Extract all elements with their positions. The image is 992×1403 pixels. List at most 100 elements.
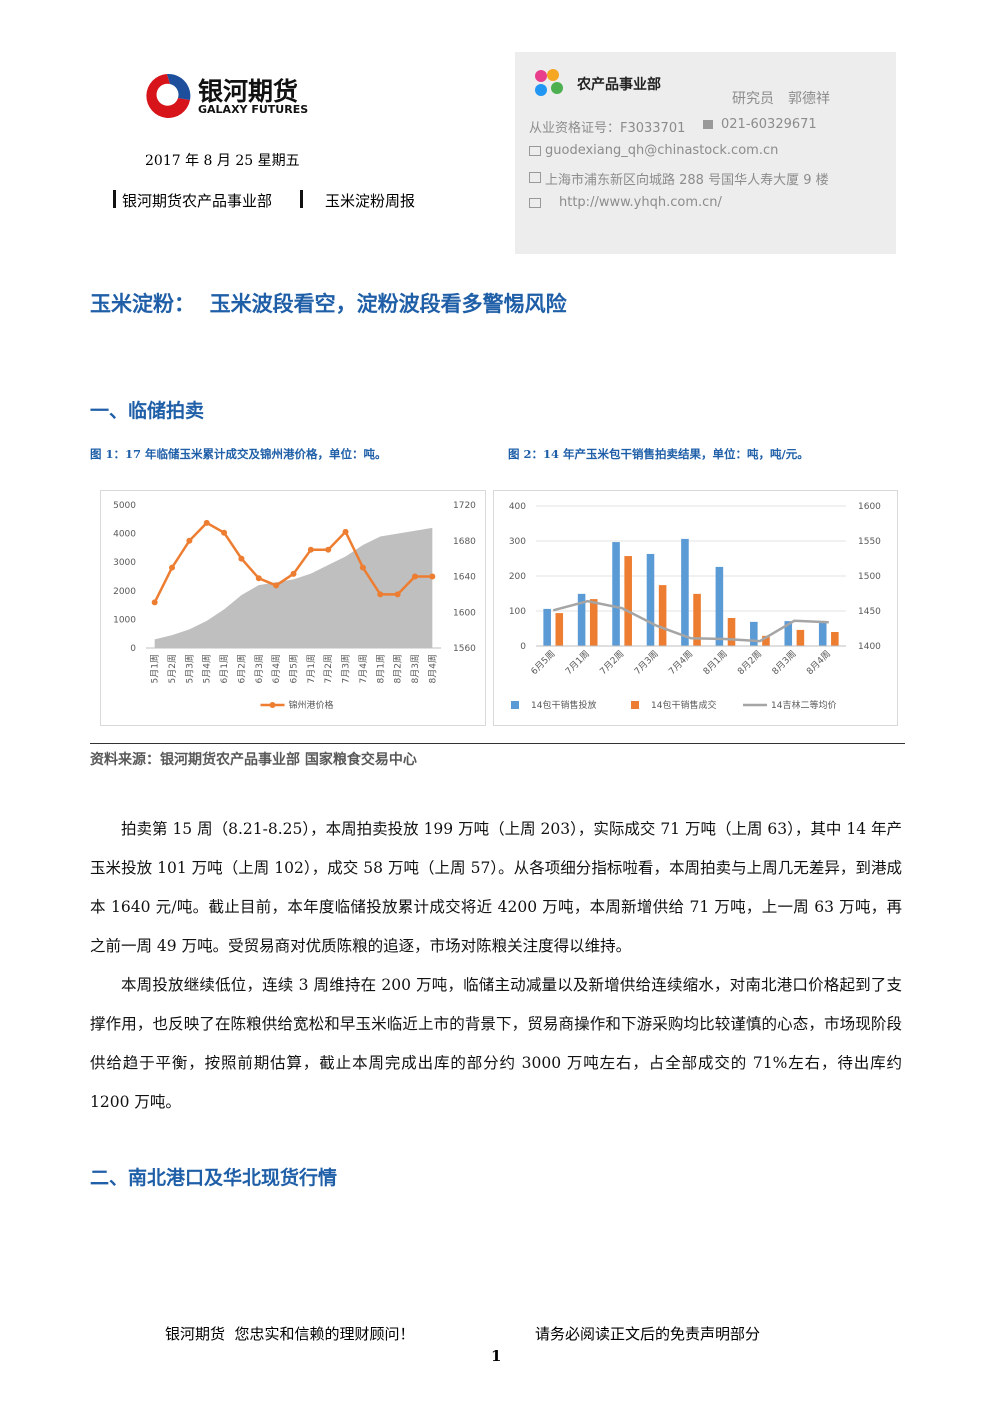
area	[154, 527, 433, 648]
x-tick-label: 6月3周	[254, 654, 265, 683]
marker	[151, 599, 158, 606]
address: 上海市浦东新区向城路 288 号国华人寿大厦 9 楼	[545, 173, 829, 188]
x-tick-label: 8月3周	[410, 654, 421, 683]
footer-left: 银河期货 您忠实和信赖的理财顾问！	[165, 1325, 415, 1343]
bar	[577, 593, 586, 646]
x-tick-label: 8月2周	[736, 648, 765, 677]
y2-tick-label: 1600	[453, 608, 476, 618]
bar	[681, 538, 689, 646]
rule	[90, 743, 905, 744]
x-tick-label: 7月1周	[563, 648, 592, 677]
bar	[646, 553, 655, 646]
web: http://www.yhqh.com.cn/	[559, 195, 722, 210]
y-tick-label: 400	[509, 502, 526, 512]
figure-caption: 图 2：14 年产玉米包干销售拍卖结果，单位：吨，吨/元。	[508, 447, 809, 461]
bar	[727, 618, 736, 646]
bar	[555, 613, 564, 646]
marker	[255, 575, 262, 582]
phone: 021-60329671	[721, 117, 817, 132]
bar	[818, 621, 827, 646]
contact-box: 农产品事业部 研究员 郭德祥 从业资格证号：F3033701 021-60329…	[515, 52, 896, 254]
analyst: 研究员 郭德祥	[732, 91, 830, 107]
line	[552, 599, 829, 643]
marker	[169, 564, 176, 571]
unit-logo	[535, 69, 563, 96]
marker	[238, 555, 245, 562]
y-tick-label: 0	[130, 644, 136, 654]
x-tick-label: 5月2周	[167, 654, 178, 683]
bar	[113, 190, 116, 208]
section-heading: 二、南北港口及华北现货行情	[90, 1167, 338, 1189]
marker	[342, 528, 349, 535]
x-tick-label: 8月2周	[393, 654, 404, 683]
section-heading: 一、临储拍卖	[90, 400, 205, 422]
marker	[325, 546, 332, 553]
bar	[589, 599, 598, 646]
marker	[290, 570, 297, 577]
bar	[612, 542, 620, 646]
y2-tick-label: 1550	[858, 537, 881, 547]
y2-tick-label: 1500	[858, 572, 881, 582]
bar	[784, 621, 793, 646]
figure-caption: 图 1：17 年临储玉米累计成交及锦州港价格，单位：吨。	[90, 447, 387, 461]
y2-tick-label: 1400	[858, 642, 881, 652]
x-tick-label: 6月5周	[529, 648, 558, 677]
unit: 农产品事业部	[577, 77, 661, 93]
bar	[543, 608, 551, 646]
legend-swatch	[631, 701, 639, 709]
x-tick-label: 6月1周	[219, 654, 230, 683]
y2-tick-label: 1600	[858, 502, 881, 512]
y-tick-label: 100	[509, 607, 526, 617]
y2-tick-label: 1560	[453, 644, 476, 654]
x-tick-label: 7月3周	[632, 648, 661, 677]
marker	[307, 546, 314, 553]
x-tick-label: 6月5周	[289, 654, 300, 683]
marker	[394, 591, 401, 598]
x-tick-label: 6月2周	[236, 654, 247, 683]
license: 从业资格证号：F3033701	[529, 121, 686, 136]
web-icon	[529, 198, 541, 208]
y-tick-label: 5000	[113, 501, 136, 511]
legend-label: 14包干销售成交	[651, 699, 716, 711]
bar	[796, 629, 805, 646]
x-tick-label: 7月3周	[341, 654, 352, 683]
marker	[411, 573, 418, 580]
page-number: 1	[491, 1347, 502, 1365]
y2-tick-label: 1450	[858, 607, 881, 617]
y2-tick-label: 1640	[453, 573, 476, 583]
doc-title: 玉米淀粉： 玉米波段看空，淀粉波段看多警惕风险	[90, 292, 567, 316]
footer-right: 请务必阅读正文后的免责声明部分	[535, 1325, 761, 1343]
chart: 0 1000 2000 3000 4000 5000 1560 1600 1640 1680 172…	[100, 490, 486, 726]
x-tick-label: 7月4周	[667, 648, 696, 677]
marker	[203, 519, 210, 526]
x-tick-label: 8月4周	[804, 648, 833, 677]
email: guodexiang_qh@chinastock.com.cn	[545, 143, 779, 158]
x-tick-label: 5月3周	[184, 654, 195, 683]
bar	[762, 635, 770, 646]
marker	[429, 573, 436, 580]
legend-swatch	[269, 702, 276, 708]
logo-en: GALAXY FUTURES	[198, 103, 309, 116]
paragraph: 本周投放继续低位，连续 3 周维持在 200 万吨，临储主动减量以及新增供给连续…	[90, 976, 902, 1111]
chart: 0 100 200 300 400 1400 1450 1500 1550 1600 6月5周 7月1…	[493, 490, 898, 726]
legend-label: 14包干销售投放	[531, 699, 596, 711]
y-tick-label: 3000	[113, 558, 136, 568]
legend-label: 锦州港价格	[289, 699, 334, 711]
paragraph: 拍卖第 15 周（8.21-8.25），本周拍卖投放 199 万吨（上周 203…	[90, 820, 902, 955]
bar	[750, 621, 758, 646]
x-tick-label: 6月4周	[271, 654, 282, 683]
x-tick-label: 7月1周	[306, 654, 317, 683]
dept: 银河期货农产品事业部	[122, 192, 273, 210]
x-tick-label: 5月4周	[202, 654, 213, 683]
y-tick-label: 2000	[113, 587, 136, 597]
logo-cn: 银河期货	[198, 77, 299, 106]
report-name: 玉米淀粉周报	[325, 192, 416, 210]
email-icon	[529, 146, 541, 156]
bar	[693, 593, 701, 646]
phone-icon	[703, 120, 713, 129]
x-tick-label: 8月1周	[375, 654, 386, 683]
marker	[186, 537, 193, 544]
bar	[300, 190, 303, 208]
x-tick-label: 8月1周	[701, 648, 730, 677]
